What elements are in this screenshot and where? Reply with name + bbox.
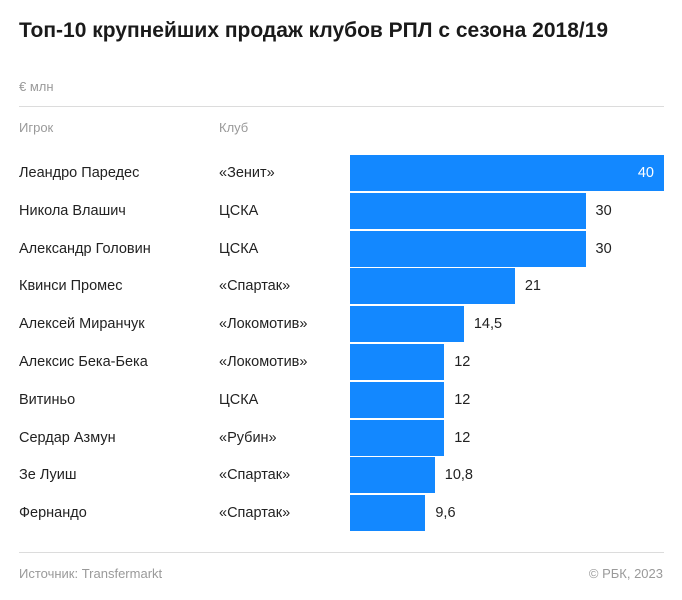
column-header-club: Клуб — [219, 120, 249, 135]
bar — [350, 381, 445, 418]
player-label: Витиньо — [19, 391, 76, 408]
club-label: «Рубин» — [219, 429, 277, 446]
source-note: Источник: Transfermarkt — [19, 566, 163, 581]
bar — [350, 155, 664, 191]
player-label: Александр Головин — [19, 240, 151, 257]
club-label: «Зенит» — [219, 165, 275, 181]
club-label: «Локомотив» — [219, 316, 308, 333]
bar — [350, 495, 426, 532]
bar — [350, 192, 586, 229]
bar — [350, 419, 445, 456]
club-label: «Спартак» — [219, 505, 291, 522]
club-label: «Локомотив» — [219, 354, 308, 370]
bar — [350, 344, 445, 380]
value-label: 21 — [524, 278, 541, 295]
value-label: 12 — [454, 429, 471, 446]
footer-divider — [19, 552, 664, 553]
player-label: Никола Влашич — [19, 202, 126, 219]
header-divider — [19, 106, 664, 107]
bar — [350, 457, 435, 494]
chart-title: Топ-10 крупнейших продаж клубов РПЛ с се… — [19, 19, 609, 42]
bar — [350, 230, 586, 267]
club-label: ЦСКА — [219, 240, 259, 257]
units-label: € млн — [19, 79, 54, 94]
player-label: Зе Луиш — [19, 467, 77, 484]
value-label: 10,8 — [444, 467, 473, 484]
column-header-player: Игрок — [19, 120, 54, 135]
player-label: Алексей Миранчук — [19, 316, 145, 333]
club-label: ЦСКА — [219, 391, 259, 408]
value-label: 30 — [595, 202, 612, 219]
value-label: 12 — [454, 354, 471, 370]
club-label: ЦСКА — [219, 202, 259, 219]
value-label: 14,5 — [473, 316, 503, 333]
player-label: Фернандо — [19, 505, 87, 522]
value-label: 30 — [595, 240, 612, 257]
club-label: «Спартак» — [219, 467, 291, 484]
value-label: 9,6 — [435, 505, 456, 522]
player-label: Леандро Паредес — [19, 165, 140, 181]
club-label: «Спартак» — [219, 278, 291, 295]
player-label: Сердар Азмун — [19, 429, 116, 446]
bar — [350, 306, 464, 343]
value-label: 40 — [637, 165, 654, 181]
value-label: 12 — [454, 391, 471, 408]
player-label: Квинси Промес — [19, 278, 123, 295]
copyright-note: © РБК, 2023 — [588, 566, 663, 581]
player-label: Алексис Бека-Бека — [19, 354, 148, 370]
bar — [350, 268, 515, 305]
